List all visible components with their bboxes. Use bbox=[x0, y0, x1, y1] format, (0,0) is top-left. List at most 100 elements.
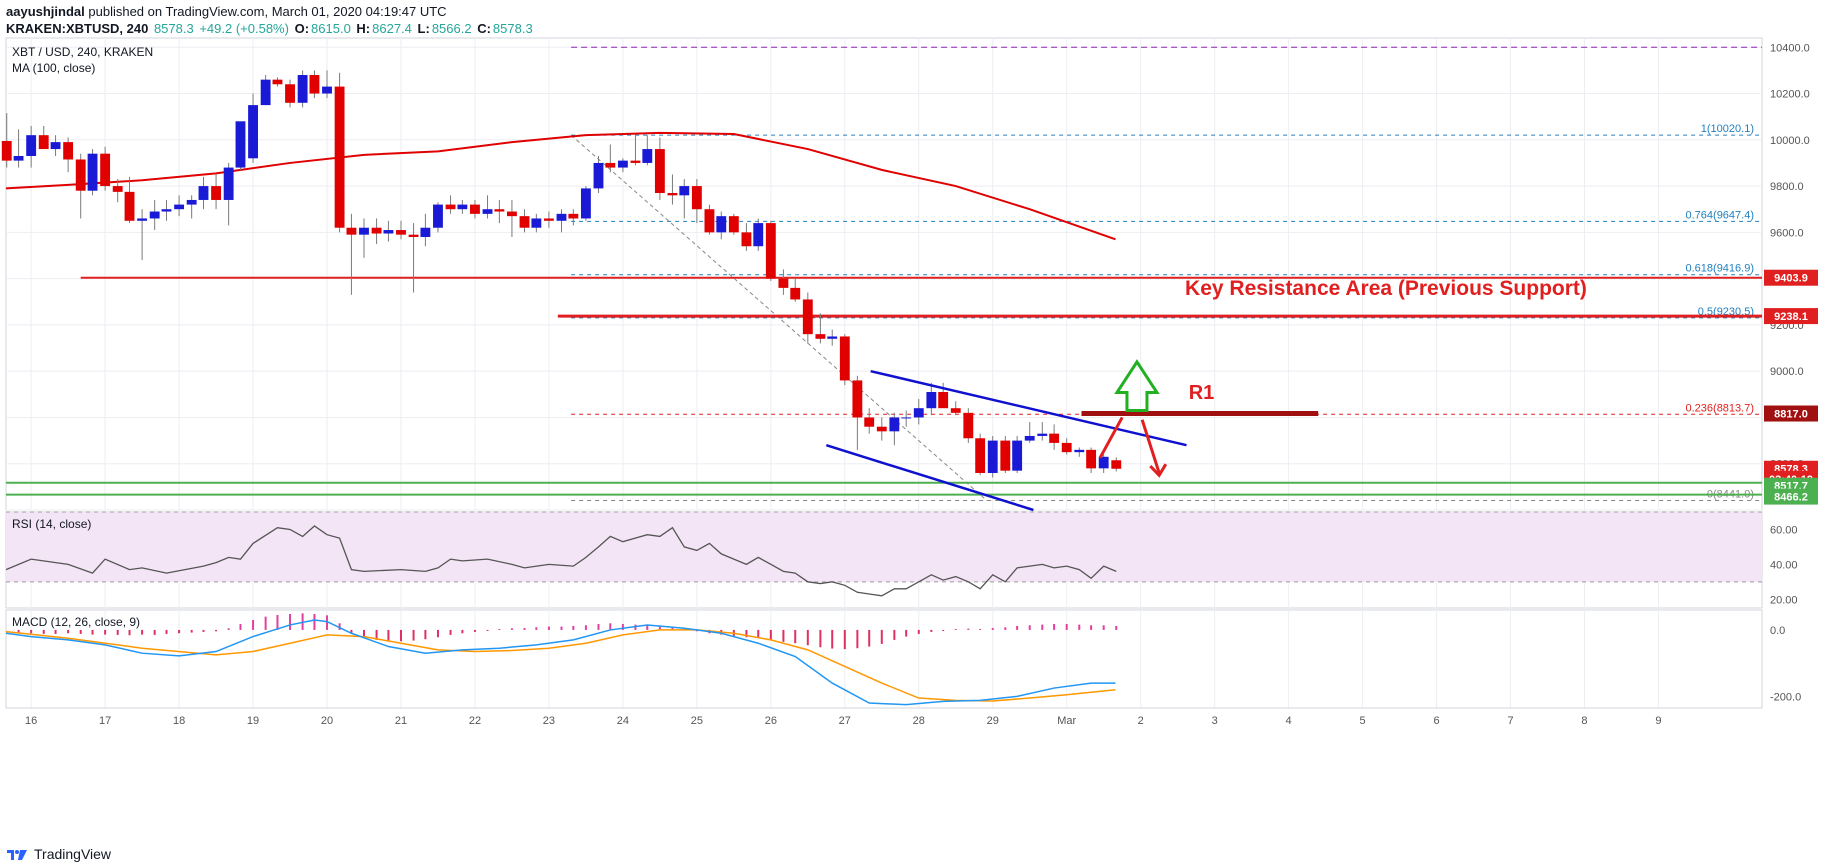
candle-up bbox=[26, 135, 37, 156]
candle-up bbox=[248, 105, 258, 159]
r1-label: R1 bbox=[1189, 382, 1215, 404]
candle-down bbox=[975, 438, 986, 473]
macd-histogram-bar bbox=[523, 627, 526, 630]
price-tag bbox=[1764, 488, 1818, 505]
macd-histogram-bar bbox=[954, 628, 957, 630]
candle-up bbox=[457, 204, 468, 210]
rsi-axis-label: 20.00 bbox=[1770, 594, 1798, 606]
candle-up bbox=[679, 186, 690, 196]
macd-histogram-bar bbox=[313, 613, 316, 630]
candle-down bbox=[839, 336, 850, 381]
candle-up bbox=[137, 218, 148, 221]
macd-axis-label: 0.0 bbox=[1770, 625, 1785, 637]
candle-up bbox=[556, 213, 567, 221]
macd-histogram-bar bbox=[42, 629, 45, 634]
fib-level-label: 0.236(8813.7) bbox=[1686, 402, 1755, 414]
time-axis-label: 7 bbox=[1507, 715, 1513, 727]
macd-histogram-bar bbox=[436, 629, 439, 638]
candle-down bbox=[568, 213, 579, 219]
published-text: published on TradingView.com, March 01, … bbox=[88, 4, 447, 19]
candle-up bbox=[420, 227, 431, 237]
rsi-axis-label: 60.00 bbox=[1770, 524, 1798, 536]
tradingview-logo-icon bbox=[7, 850, 27, 860]
time-axis-label: 24 bbox=[617, 715, 629, 727]
time-axis-label: 23 bbox=[543, 715, 555, 727]
candle-up bbox=[322, 86, 332, 94]
candle-down bbox=[667, 193, 678, 196]
macd-histogram-bar bbox=[338, 623, 341, 630]
candle-up bbox=[359, 227, 369, 235]
macd-histogram-bar bbox=[782, 629, 785, 642]
candle-up bbox=[161, 209, 172, 212]
candle-down bbox=[211, 186, 222, 200]
macd-histogram-bar bbox=[893, 629, 896, 640]
publisher-name[interactable]: aayushjindal bbox=[6, 4, 85, 19]
candle-down bbox=[470, 204, 480, 214]
time-axis-label: 29 bbox=[987, 715, 999, 727]
candle-down bbox=[1049, 433, 1060, 443]
candle-down bbox=[112, 186, 123, 192]
symbol-label: KRAKEN:XBTUSD, 240 bbox=[6, 21, 149, 36]
candle-down bbox=[1000, 440, 1011, 471]
candle-down bbox=[124, 191, 135, 221]
projection-down-stroke bbox=[1140, 419, 1161, 474]
candle-down bbox=[876, 426, 887, 432]
candle-down bbox=[605, 162, 616, 168]
candle-down bbox=[864, 417, 875, 427]
macd-histogram-bar bbox=[1004, 627, 1007, 630]
price-axis-label: 9800.0 bbox=[1770, 181, 1804, 193]
macd-histogram-bar bbox=[917, 629, 920, 634]
macd-histogram-bar bbox=[1053, 623, 1056, 630]
macd-histogram-bar bbox=[79, 629, 82, 634]
candle-down bbox=[543, 218, 554, 221]
high-label: H: bbox=[356, 21, 371, 36]
low-label: L: bbox=[417, 21, 430, 36]
time-axis-label: 16 bbox=[25, 715, 37, 727]
macd-signal-line bbox=[5, 629, 1116, 702]
tradingview-brand[interactable]: TradingView bbox=[34, 846, 112, 862]
time-axis-label: 8 bbox=[1581, 715, 1587, 727]
candle-up bbox=[913, 408, 924, 418]
macd-histogram-bar bbox=[178, 629, 181, 634]
time-axis-label: 27 bbox=[839, 715, 851, 727]
macd-histogram-bar bbox=[202, 629, 205, 632]
fib-level-label: 1(10020.1) bbox=[1701, 123, 1754, 135]
time-axis-label: 3 bbox=[1212, 715, 1218, 727]
macd-axis-label: -200.0 bbox=[1770, 691, 1801, 703]
close-value: 8578.3 bbox=[492, 21, 533, 36]
candle-up bbox=[149, 211, 160, 219]
candle-down bbox=[691, 186, 702, 210]
time-axis-label: Mar bbox=[1057, 715, 1076, 727]
candle-up bbox=[1024, 435, 1035, 441]
candle-down bbox=[38, 135, 49, 150]
candle-down bbox=[285, 84, 295, 103]
time-axis-label: 5 bbox=[1360, 715, 1366, 727]
macd-histogram-bar bbox=[486, 629, 489, 631]
macd-histogram-bar bbox=[387, 629, 390, 642]
macd-label: MACD (12, 26, close, 9) bbox=[12, 615, 140, 629]
macd-histogram-bar bbox=[215, 629, 218, 632]
last-price: 8578.3 bbox=[153, 21, 194, 36]
candle-down bbox=[494, 209, 505, 212]
candle-down bbox=[728, 216, 739, 233]
ma-indicator-label: MA (100, close) bbox=[12, 61, 95, 75]
macd-histogram-bar bbox=[227, 628, 230, 630]
price-axis-label: 9600.0 bbox=[1770, 227, 1804, 239]
candle-down bbox=[75, 159, 86, 191]
macd-histogram-bar bbox=[991, 627, 994, 630]
rsi-line bbox=[5, 525, 1117, 597]
macd-histogram-bar bbox=[794, 629, 797, 644]
macd-histogram-bar bbox=[967, 628, 970, 630]
candle-down bbox=[334, 86, 345, 228]
macd-histogram-bar bbox=[880, 629, 883, 644]
candle-down bbox=[778, 278, 789, 288]
candle-up bbox=[297, 75, 308, 103]
time-axis-label: 2 bbox=[1138, 715, 1144, 727]
fib-level-label: 0.764(9647.4) bbox=[1686, 209, 1755, 221]
macd-histogram-bar bbox=[141, 629, 144, 635]
macd-histogram-bar bbox=[116, 629, 119, 635]
price-tag-text: 8466.2 bbox=[1774, 492, 1808, 504]
trading-chart[interactable]: 8600.08800.09000.09200.09400.09600.09800… bbox=[0, 36, 1828, 836]
candle-up bbox=[433, 204, 443, 228]
ma100-line bbox=[5, 131, 1116, 241]
